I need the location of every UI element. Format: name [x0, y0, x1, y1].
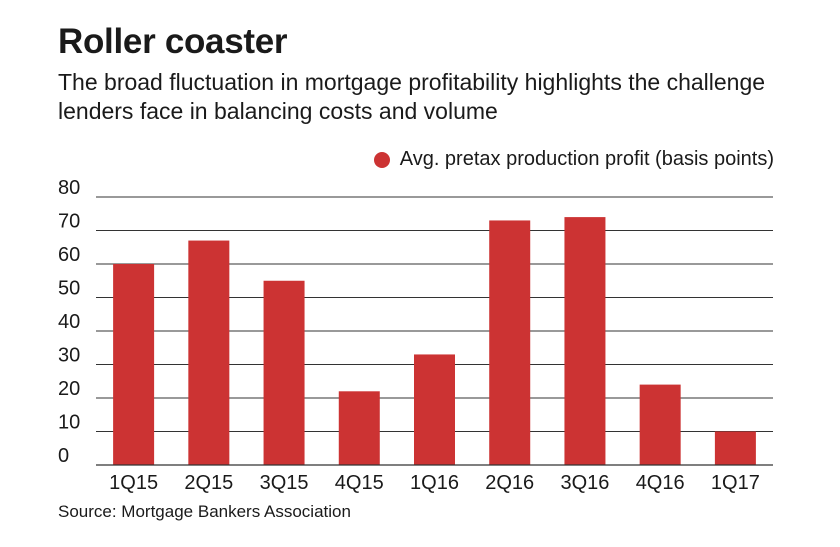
x-tick-label: 3Q16	[560, 472, 609, 494]
chart-subtitle: The broad fluctuation in mortgage profit…	[58, 69, 766, 124]
y-tick-label: 50	[58, 278, 80, 300]
bar	[188, 240, 230, 465]
y-tick-label: 80	[58, 177, 80, 199]
x-tick-label: 4Q16	[636, 472, 685, 494]
y-tick-label: 40	[58, 311, 80, 333]
x-tick-label: 2Q15	[184, 472, 233, 494]
chart-title: Roller coaster	[58, 22, 288, 61]
x-tick-label: 3Q15	[260, 472, 309, 494]
y-tick-label: 10	[58, 412, 80, 434]
y-tick-label: 0	[58, 445, 69, 467]
bar	[639, 384, 681, 465]
chart-legend: Avg. pretax production profit (basis poi…	[373, 148, 774, 171]
legend-label: Avg. pretax production profit (basis poi…	[399, 148, 774, 170]
y-tick-label: 20	[58, 378, 80, 400]
bar	[489, 220, 531, 465]
x-tick-label: 1Q15	[109, 472, 158, 494]
bar	[338, 391, 380, 465]
bar	[414, 354, 455, 465]
x-tick-label: 1Q16	[410, 472, 459, 494]
x-tick-label: 4Q15	[335, 472, 384, 494]
y-tick-label: 30	[58, 345, 80, 367]
y-tick-label: 70	[58, 211, 80, 233]
bar	[113, 264, 155, 465]
legend-swatch	[373, 151, 390, 168]
x-tick-label: 2Q16	[485, 472, 534, 494]
x-tick-label: 1Q17	[711, 472, 760, 494]
bar	[263, 280, 305, 465]
y-tick-label: 60	[58, 244, 80, 266]
bar	[564, 217, 606, 465]
source-note: Source: Mortgage Bankers Association	[58, 502, 351, 521]
bar	[714, 431, 756, 465]
